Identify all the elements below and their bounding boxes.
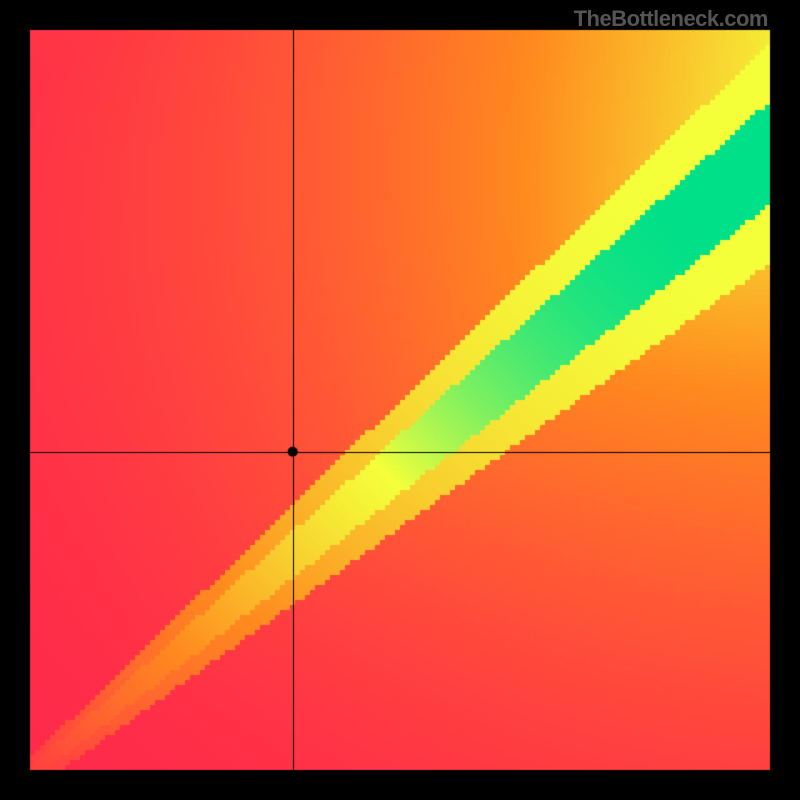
watermark-text: TheBottleneck.com (574, 6, 768, 32)
bottleneck-heatmap (0, 0, 800, 800)
chart-container: TheBottleneck.com (0, 0, 800, 800)
